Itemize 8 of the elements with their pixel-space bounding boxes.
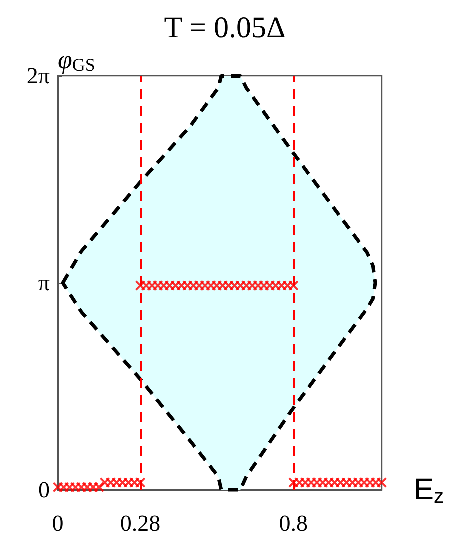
chart-title: T = 0.05Δ bbox=[164, 12, 286, 44]
x-tick-label: 0.8 bbox=[279, 511, 308, 536]
y-tick-label: 2π bbox=[26, 64, 50, 88]
x-tick-label: 0.28 bbox=[120, 511, 161, 536]
point bbox=[377, 478, 387, 488]
y-tick-label: 0 bbox=[38, 478, 50, 502]
y-axis-title: φGS bbox=[58, 46, 96, 75]
y-tick-label: π bbox=[38, 270, 50, 296]
